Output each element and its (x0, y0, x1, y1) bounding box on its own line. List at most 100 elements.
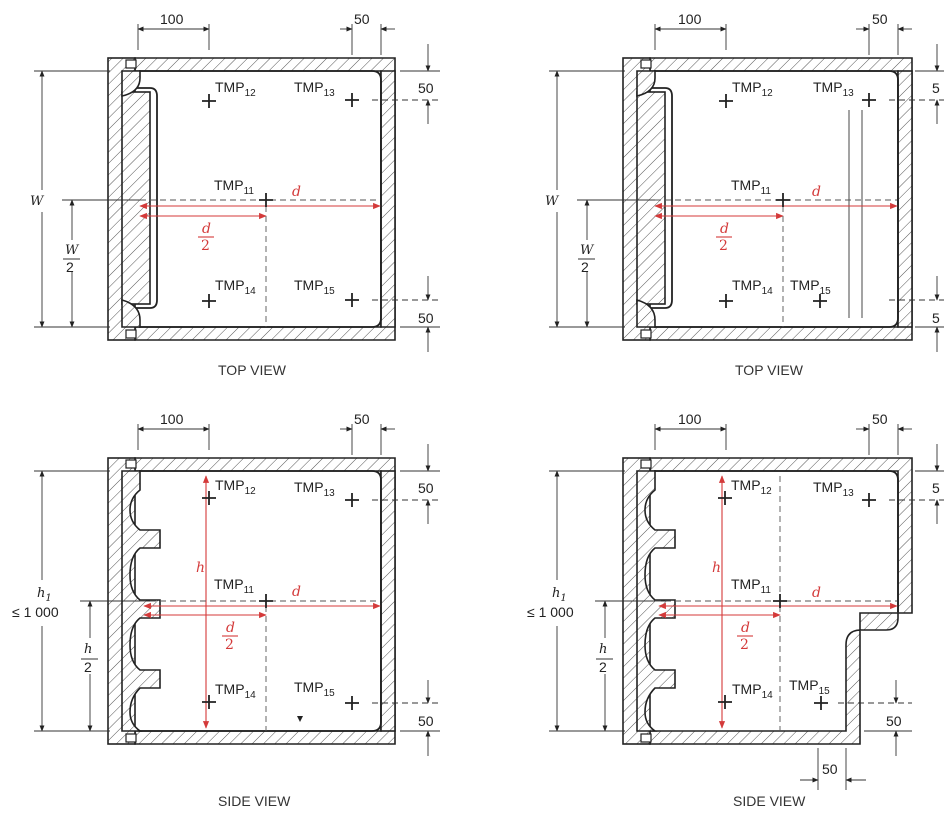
label-d-half-den: 2 (201, 238, 210, 254)
label-d-half-num: d (226, 620, 235, 636)
panel-side-view-1: 100 50 50 50 h1 ≤ 1 000 h 2 h d (12, 411, 440, 809)
point-tmp15: TMP15 (789, 677, 830, 710)
label-d: d (812, 184, 821, 200)
inner-outline (654, 70, 899, 328)
svg-text:TMP13: TMP13 (294, 479, 335, 499)
label-W-half-num: W (580, 243, 595, 258)
dim-bottom-right-50: 50 (418, 310, 434, 326)
point-tmp15: TMP15 (790, 277, 831, 308)
dim-top-right-50: 50 (418, 80, 434, 96)
label-h1-limit: ≤ 1 000 (527, 604, 574, 620)
point-tmp13: TMP13 (813, 79, 876, 107)
label-h1: h1 (552, 586, 567, 604)
svg-text:TMP15: TMP15 (294, 679, 335, 699)
point-tmp11: TMP11 (731, 177, 790, 207)
dim-step-right-50: 50 (886, 713, 902, 729)
point-tmp13: TMP13 (294, 479, 359, 507)
svg-text:TMP15: TMP15 (789, 677, 830, 697)
point-tmp11: TMP11 (214, 177, 273, 207)
point-tmp14: TMP14 (202, 277, 256, 308)
svg-text:TMP13: TMP13 (294, 79, 335, 99)
door-panel (121, 91, 151, 305)
svg-text:TMP15: TMP15 (790, 277, 831, 297)
dim-left-100: 100 (678, 11, 702, 27)
dim-left-100: 100 (160, 11, 184, 27)
dim-top-right-5: 5 (932, 80, 940, 96)
label-d-half-num: d (202, 221, 211, 237)
dim-step-bottom-50: 50 (822, 761, 838, 777)
dim-left-100: 100 (678, 411, 702, 427)
point-tmp11: TMP11 (214, 576, 273, 608)
label-h: h (196, 560, 205, 576)
label-h1: h1 (37, 586, 52, 604)
label-W-half-num: W (65, 243, 80, 258)
dim-top-right-5: 5 (932, 480, 940, 496)
point-tmp12: TMP12 (202, 79, 256, 108)
label-d-half-den: 2 (225, 637, 234, 653)
panel-top-view-1: 100 50 50 50 W W 2 d d 2 (30, 11, 440, 378)
dim-right-50: 50 (354, 11, 370, 27)
caption-side-view-2: SIDE VIEW (733, 793, 806, 809)
point-tmp14: TMP14 (719, 277, 773, 308)
dim-bottom-right-50: 50 (418, 713, 434, 729)
label-d: d (292, 184, 301, 200)
marker-triangle (297, 716, 303, 722)
inner-outline (139, 70, 382, 328)
dim-left-100: 100 (160, 411, 184, 427)
caption-side-view-1: SIDE VIEW (218, 793, 291, 809)
label-W: W (545, 194, 560, 209)
label-W-half-den: 2 (66, 259, 74, 275)
dim-bottom-right-5: 5 (932, 310, 940, 326)
inner-outline (139, 470, 382, 732)
label-h-half-num: h (599, 642, 607, 657)
label-d-half-den: 2 (740, 637, 749, 653)
dim-right-50: 50 (354, 411, 370, 427)
label-h-half-den: 2 (84, 659, 92, 675)
svg-text:TMP14: TMP14 (215, 277, 256, 297)
panel-side-view-2: 100 50 5 50 50 h1 ≤ 1 000 h 2 (527, 411, 944, 809)
dim-right-50: 50 (872, 11, 888, 27)
svg-text:TMP11: TMP11 (214, 576, 254, 596)
svg-text:TMP14: TMP14 (732, 277, 773, 297)
svg-text:TMP11: TMP11 (214, 177, 254, 197)
label-d: d (812, 585, 821, 601)
label-h: h (712, 560, 721, 576)
dim-right-50: 50 (872, 411, 888, 427)
svg-text:TMP12: TMP12 (731, 477, 772, 497)
point-tmp13: TMP13 (813, 479, 876, 507)
svg-text:TMP15: TMP15 (294, 277, 335, 297)
svg-text:TMP14: TMP14 (732, 681, 773, 701)
door-panel (636, 91, 666, 305)
point-tmp12: TMP12 (719, 79, 773, 108)
panel-top-view-2: 100 50 5 5 W W 2 d d 2 (545, 11, 944, 378)
svg-text:TMP11: TMP11 (731, 576, 771, 596)
point-tmp14: TMP14 (718, 681, 773, 709)
label-W: W (30, 194, 45, 209)
point-tmp11: TMP11 (731, 576, 787, 608)
point-tmp14: TMP14 (202, 681, 256, 709)
svg-text:TMP13: TMP13 (813, 479, 854, 499)
label-d-half-den: 2 (719, 238, 728, 254)
door-gasket (122, 87, 158, 309)
caption-top-view-2: TOP VIEW (735, 362, 804, 378)
label-h1-limit: ≤ 1 000 (12, 604, 59, 620)
point-tmp12: TMP12 (718, 477, 772, 505)
cabinet-wall-right (380, 70, 396, 328)
label-d-half-num: d (741, 620, 750, 636)
label-h-half-den: 2 (599, 659, 607, 675)
svg-text:TMP11: TMP11 (731, 177, 771, 197)
label-h-half-num: h (84, 642, 92, 657)
svg-text:TMP12: TMP12 (215, 477, 256, 497)
svg-text:TMP12: TMP12 (732, 79, 773, 99)
door-gasket (637, 87, 673, 309)
svg-text:TMP13: TMP13 (813, 79, 854, 99)
caption-top-view-1: TOP VIEW (218, 362, 287, 378)
point-tmp12: TMP12 (202, 477, 256, 505)
label-d: d (292, 584, 301, 600)
svg-text:TMP12: TMP12 (215, 79, 256, 99)
svg-text:TMP14: TMP14 (215, 681, 256, 701)
point-tmp13: TMP13 (294, 79, 359, 107)
label-d-half-num: d (720, 221, 729, 237)
label-W-half-den: 2 (581, 259, 589, 275)
